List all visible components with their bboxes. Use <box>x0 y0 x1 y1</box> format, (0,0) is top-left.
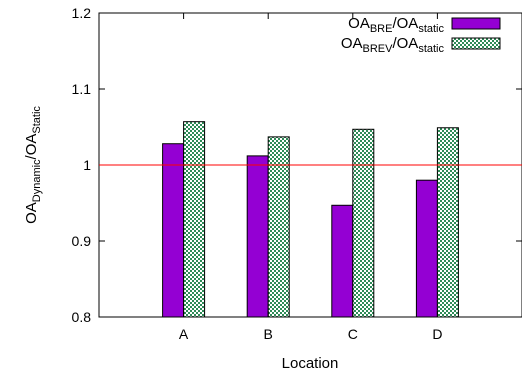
bar-series-2-C <box>352 128 375 318</box>
x-axis-title: Location <box>282 355 339 372</box>
bar-series-1-A <box>162 143 185 318</box>
legend: OABRE/OAstatic OABREV/OAstatic <box>341 15 501 55</box>
bar-series-1-C <box>331 204 354 318</box>
legend-swatch-series-2 <box>451 37 501 50</box>
legend-label-series-2: OABREV/OAstatic <box>341 35 445 55</box>
bar-series-1-D <box>415 179 438 318</box>
bar-series-2-B <box>267 136 290 318</box>
x-tick-label: C <box>348 326 358 342</box>
bar-series-2-D <box>436 127 459 318</box>
x-tick-label: A <box>179 326 189 342</box>
y-axis-title: OADynamic/OAStatic <box>23 106 43 224</box>
legend-swatch-series-1 <box>451 17 501 30</box>
y-axis: 0.8 0.9 1 1.1 1.2 <box>72 5 522 325</box>
y-tick-label: 0.8 <box>72 309 92 325</box>
x-tick-label: B <box>264 326 273 342</box>
bar-series-1-B <box>246 155 269 318</box>
legend-label-series-1: OABRE/OAstatic <box>348 15 444 35</box>
y-tick-label: 1.1 <box>72 81 92 97</box>
y-tick-label: 1 <box>83 157 91 173</box>
bar-series-2-A <box>183 121 206 318</box>
y-tick-label: 1.2 <box>72 5 92 21</box>
y-tick-label: 0.9 <box>72 233 92 249</box>
x-axis: A B C D <box>179 13 442 342</box>
bars-layer <box>162 121 459 318</box>
x-tick-label: D <box>432 326 442 342</box>
